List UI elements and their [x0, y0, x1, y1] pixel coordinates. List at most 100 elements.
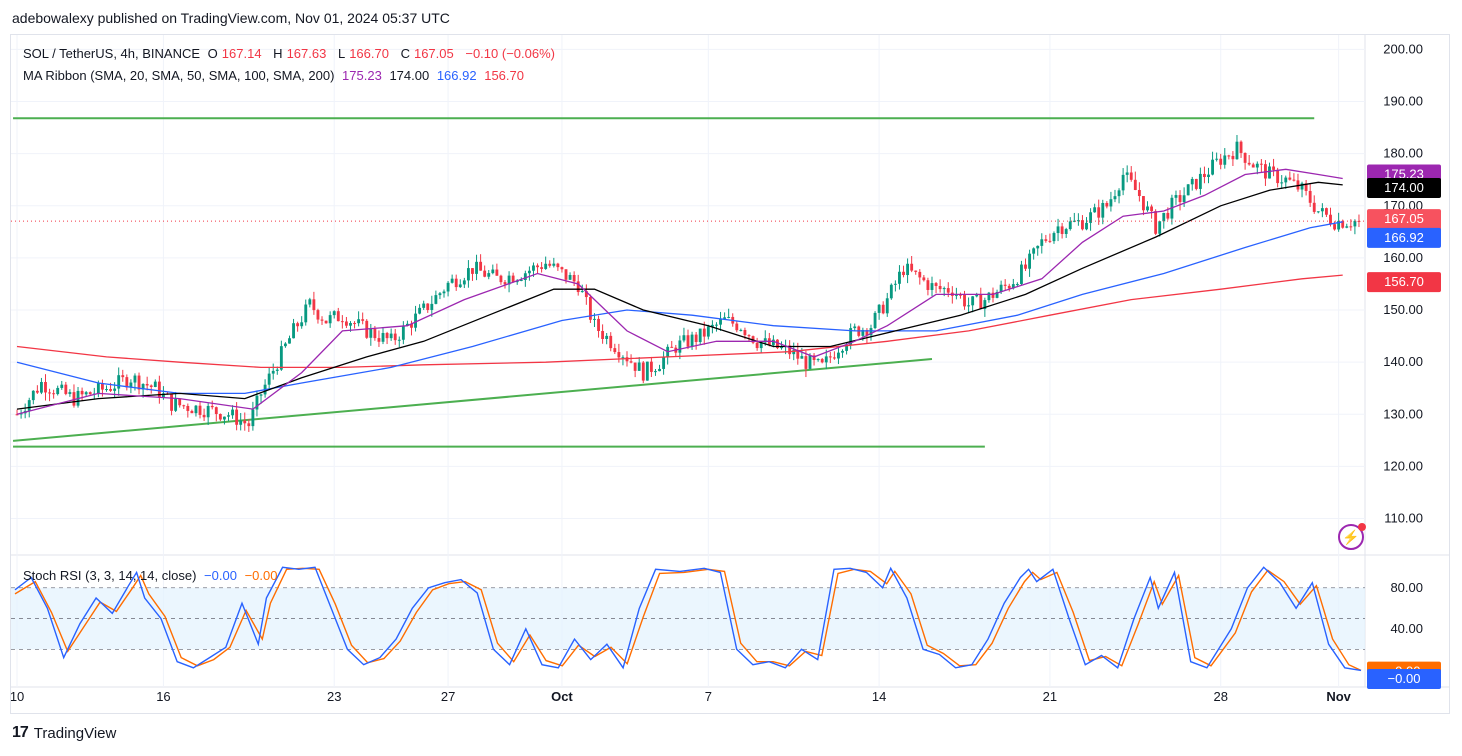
candle: [288, 338, 291, 344]
candle: [605, 335, 609, 339]
candle: [841, 350, 844, 353]
candle: [613, 348, 617, 353]
footer: 17 TradingView: [12, 724, 116, 742]
candle: [1329, 214, 1332, 225]
candle: [1308, 190, 1312, 203]
candle: [222, 416, 226, 420]
candle: [304, 304, 308, 323]
sma-100-line: [16, 221, 1343, 395]
candle: [153, 381, 157, 387]
candle: [251, 409, 255, 427]
candle: [389, 333, 393, 339]
candle: [72, 392, 76, 406]
ohlc-close: C 167.05: [401, 46, 458, 61]
candle: [1105, 202, 1109, 207]
candle: [56, 387, 60, 395]
ma-label: MA Ribbon (SMA, 20, SMA, 50, SMA, 100, S…: [23, 68, 335, 83]
candle: [853, 326, 857, 329]
rsi-k-value: −0.00: [204, 568, 237, 583]
candle: [316, 310, 320, 320]
candle: [1024, 264, 1027, 269]
price-tick-label: 170.00: [1383, 198, 1423, 213]
ma-20-value: 175.23: [342, 68, 382, 83]
candle: [527, 270, 531, 274]
candle: [471, 268, 474, 274]
candle: [1304, 183, 1308, 191]
badge-sma200-text: 156.70: [1384, 274, 1424, 289]
candle: [763, 338, 767, 343]
candle: [654, 371, 657, 373]
candle: [1125, 172, 1129, 175]
price-tick-label: 150.00: [1383, 302, 1423, 317]
candle: [662, 357, 666, 369]
candle: [405, 323, 409, 326]
candle: [694, 334, 698, 343]
candle: [479, 261, 483, 271]
candle: [544, 263, 548, 269]
candle: [987, 292, 991, 301]
close-label: C: [400, 46, 410, 61]
candle: [1166, 212, 1170, 219]
candle: [983, 300, 987, 309]
candle: [906, 263, 910, 276]
candle: [637, 362, 641, 371]
price-badges: 175.23174.00167.0502:22:31166.92156.70−0…: [1367, 164, 1441, 689]
candle: [60, 384, 64, 388]
candle: [27, 400, 31, 411]
ma-ribbon: [11, 168, 1365, 415]
candle: [991, 292, 995, 298]
candle: [1007, 285, 1011, 289]
candle: [678, 340, 682, 353]
candle: [434, 295, 438, 304]
candle: [755, 342, 759, 349]
candle: [902, 271, 905, 276]
candle: [1097, 207, 1101, 218]
candle: [702, 328, 706, 337]
candle: [190, 410, 194, 414]
candle: [157, 381, 161, 398]
candle: [231, 409, 234, 416]
ma-legend: MA Ribbon (SMA, 20, SMA, 50, SMA, 100, S…: [23, 68, 528, 83]
candle: [35, 390, 39, 393]
candle: [499, 275, 503, 283]
candle: [938, 285, 942, 290]
low-value: 166.70: [349, 46, 389, 61]
chart-canvas[interactable]: 110.00 120.00 130.00 140.00 150.00 160.00 170.…: [11, 35, 1449, 713]
candle: [202, 414, 206, 418]
candle: [1312, 202, 1316, 212]
lightning-icon[interactable]: ⚡: [1338, 523, 1366, 550]
candle: [44, 381, 47, 393]
candle: [1154, 211, 1158, 234]
candle: [1032, 248, 1036, 254]
candle: [210, 405, 214, 408]
candle: [503, 282, 507, 285]
badge-sma100-text: 166.92: [1384, 230, 1424, 245]
candle: [40, 381, 43, 393]
symbol-label: SOL / TetherUS, 4h, BINANCE: [23, 46, 201, 61]
candle: [312, 299, 316, 311]
sma-20-line: [16, 168, 1343, 415]
candle: [727, 316, 731, 318]
candle: [308, 299, 312, 305]
candle: [776, 339, 779, 349]
candle: [523, 273, 527, 281]
stoch-rsi-k-line: [14, 566, 1362, 672]
candle: [1194, 178, 1198, 189]
candle: [340, 321, 344, 323]
candle: [178, 398, 182, 406]
candle: [1186, 184, 1190, 196]
candle: [820, 359, 824, 363]
candle: [959, 294, 962, 296]
candle: [487, 273, 491, 277]
candle: [942, 288, 946, 290]
candle: [706, 326, 710, 337]
ohlc-open: O 167.14: [208, 46, 266, 61]
chart-frame[interactable]: 110.00 120.00 130.00 140.00 150.00 160.00 170.…: [10, 34, 1450, 714]
candle: [832, 357, 836, 359]
candle: [999, 284, 1003, 292]
candle: [275, 369, 279, 371]
candle: [1052, 233, 1056, 242]
badge-sma50-text: 174.00: [1384, 180, 1424, 195]
candle: [682, 335, 686, 341]
candle: [885, 298, 889, 314]
